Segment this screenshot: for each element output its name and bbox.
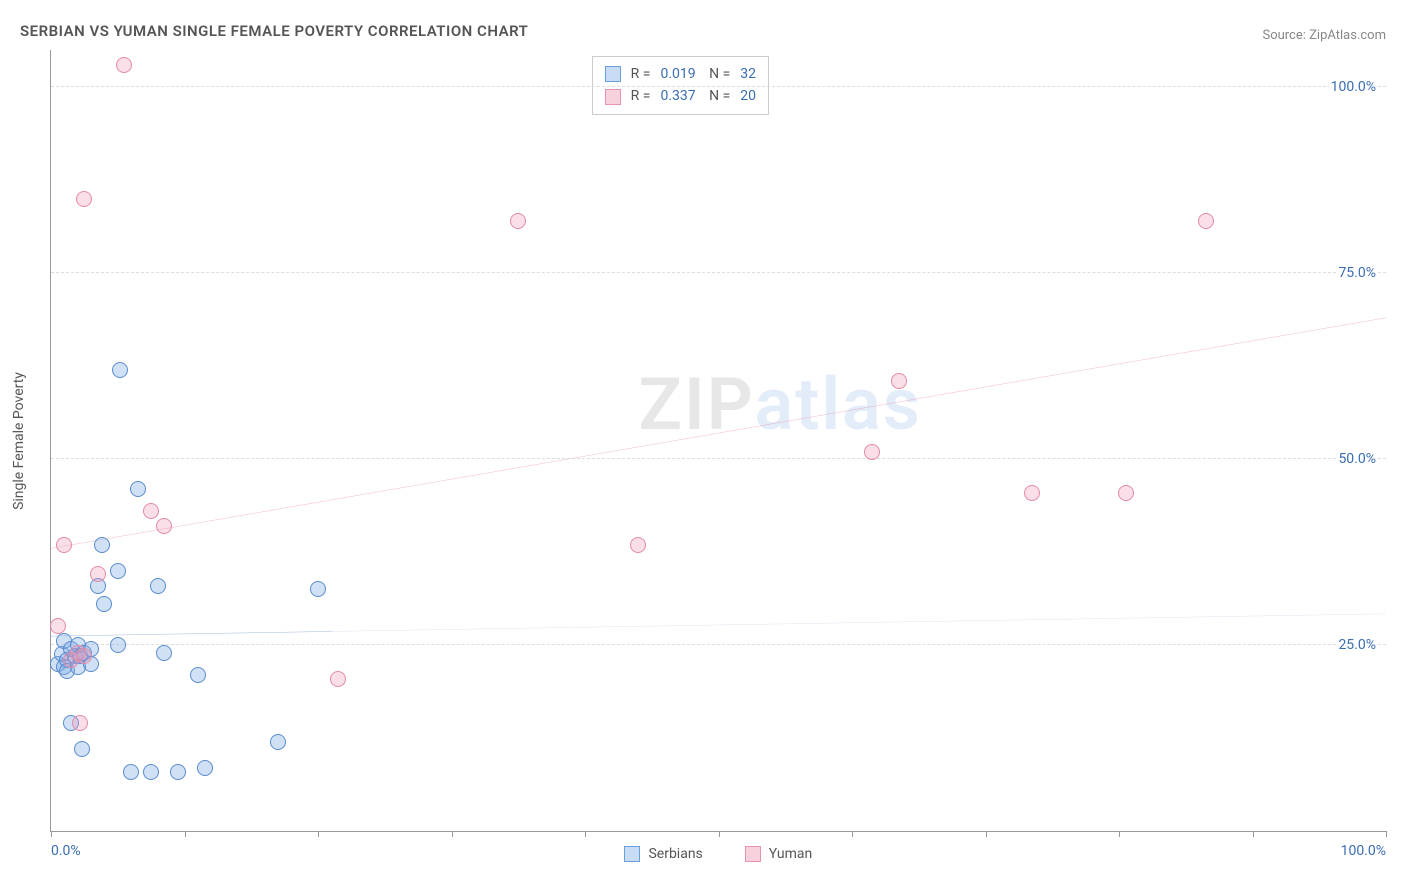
scatter-point-serbians (170, 764, 186, 780)
scatter-point-serbians (110, 563, 126, 579)
x-tick (986, 831, 987, 837)
scatter-point-yuman (56, 537, 72, 553)
scatter-point-yuman (630, 537, 646, 553)
scatter-point-yuman (76, 191, 92, 207)
legend-bottom-label-serbians: Serbians (648, 846, 702, 862)
scatter-point-serbians (96, 596, 112, 612)
scatter-point-yuman (330, 671, 346, 687)
legend-bottom-yuman: Yuman (745, 846, 812, 862)
trendline-dashed-serbians (331, 614, 1386, 632)
scatter-point-yuman (76, 648, 92, 664)
legend-stats-row-serbians: R = 0.019 N = 32 (605, 63, 756, 85)
scatter-point-yuman (891, 373, 907, 389)
gridline-horizontal (51, 272, 1386, 273)
x-tick-label: 0.0% (51, 843, 81, 859)
scatter-point-serbians (270, 734, 286, 750)
scatter-point-serbians (143, 764, 159, 780)
trendline-solid-yuman (51, 318, 1386, 549)
scatter-point-serbians (310, 581, 326, 597)
scatter-point-serbians (112, 362, 128, 378)
legend-bottom-label-yuman: Yuman (769, 846, 812, 862)
legend-swatch-yuman (605, 89, 621, 105)
scatter-point-serbians (123, 764, 139, 780)
scatter-point-yuman (510, 213, 526, 229)
chart-title: SERBIAN VS YUMAN SINGLE FEMALE POVERTY C… (20, 22, 528, 40)
scatter-point-serbians (110, 637, 126, 653)
x-tick (51, 831, 52, 837)
x-tick (452, 831, 453, 837)
plot-area: Single Female Poverty ZIPatlas R = 0.019… (50, 50, 1386, 832)
scatter-point-yuman (864, 444, 880, 460)
x-tick (1119, 831, 1120, 837)
legend-bottom-serbians: Serbians (624, 846, 702, 862)
scatter-point-serbians (150, 578, 166, 594)
y-tick-label: 25.0% (1336, 637, 1378, 653)
scatter-point-serbians (197, 760, 213, 776)
watermark-zip: ZIP (638, 362, 754, 447)
scatter-point-yuman (143, 503, 159, 519)
scatter-point-serbians (74, 741, 90, 757)
legend-r-value-serbians: 0.019 (660, 63, 695, 85)
scatter-point-yuman (116, 57, 132, 73)
scatter-point-serbians (190, 667, 206, 683)
gridline-horizontal (51, 644, 1386, 645)
y-tick-label: 50.0% (1336, 451, 1378, 467)
scatter-point-serbians (156, 645, 172, 661)
scatter-point-serbians (130, 481, 146, 497)
gridline-horizontal (51, 86, 1386, 87)
legend-n-label: N = (706, 63, 731, 85)
x-tick-label: 100.0% (1341, 843, 1386, 859)
legend-swatch-serbians (605, 66, 621, 82)
legend-stats-row-yuman: R = 0.337 N = 20 (605, 85, 756, 107)
legend-bottom-swatch-serbians (624, 846, 640, 862)
scatter-point-yuman (72, 715, 88, 731)
y-axis-label: Single Female Poverty (11, 372, 27, 510)
scatter-point-yuman (1118, 485, 1134, 501)
scatter-point-yuman (156, 518, 172, 534)
scatter-point-yuman (90, 566, 106, 582)
x-tick (719, 831, 720, 837)
y-tick-label: 100.0% (1329, 79, 1378, 95)
legend-bottom-swatch-yuman (745, 846, 761, 862)
x-tick (185, 831, 186, 837)
legend-r-label: R = (631, 63, 651, 85)
x-tick (585, 831, 586, 837)
x-tick (1386, 831, 1387, 837)
legend-n-value-yuman: 20 (740, 85, 756, 107)
y-tick-label: 75.0% (1336, 265, 1378, 281)
scatter-point-yuman (50, 618, 66, 634)
trend-lines-svg (51, 50, 1386, 831)
legend-r-label: R = (631, 85, 651, 107)
legend-n-label: N = (706, 85, 731, 107)
source-attribution: Source: ZipAtlas.com (1262, 28, 1386, 43)
trendline-solid-serbians (51, 631, 331, 636)
x-tick (318, 831, 319, 837)
x-tick (1253, 831, 1254, 837)
gridline-horizontal (51, 458, 1386, 459)
legend-n-value-serbians: 32 (740, 63, 756, 85)
scatter-point-yuman (1024, 485, 1040, 501)
x-tick (852, 831, 853, 837)
scatter-point-serbians (94, 537, 110, 553)
watermark: ZIPatlas (638, 362, 921, 447)
legend-r-value-yuman: 0.337 (660, 85, 695, 107)
scatter-point-yuman (1198, 213, 1214, 229)
